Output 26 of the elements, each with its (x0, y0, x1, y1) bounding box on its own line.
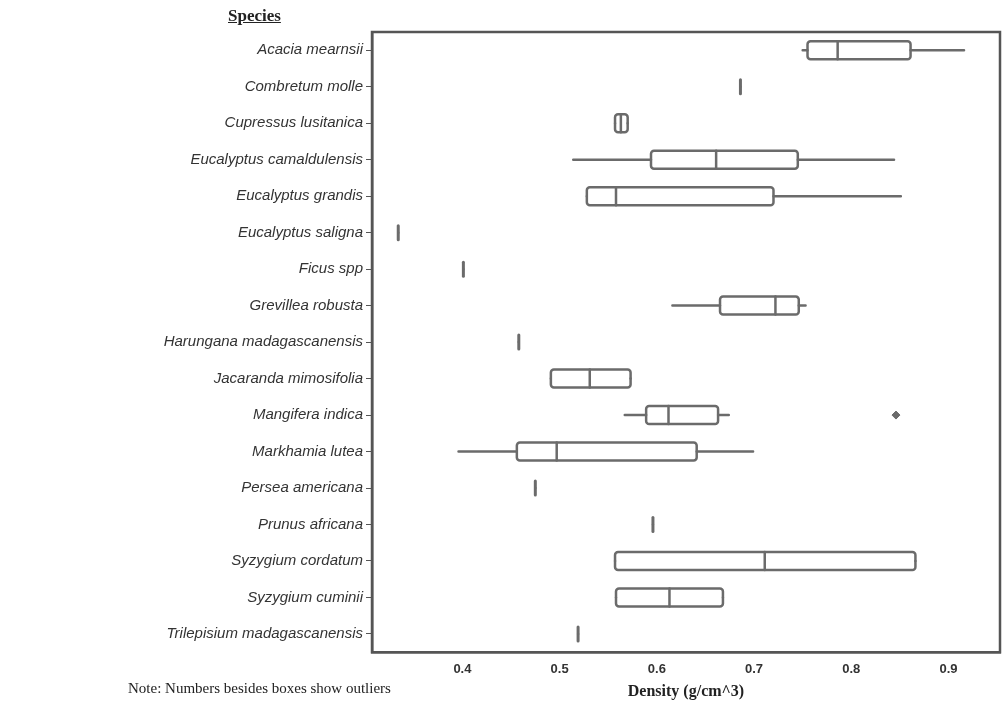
x-tick-label: 0.5 (550, 660, 569, 676)
y-tick-label: Prunus africana (257, 514, 363, 532)
y-tick-label: Eucalyptus grandis (236, 186, 364, 204)
text: Note: Numbers besides boxes show outliers (128, 680, 391, 697)
y-tick-label: Grevillea robusta (249, 295, 363, 313)
y-tick-label: Eucalyptus saligna (237, 222, 363, 240)
y-tick-label: Cupressus lusitanica (224, 113, 363, 131)
x-axis-title: Density (g/cm^3) (627, 681, 745, 700)
y-tick-label: Trilepisium madagascanensis (166, 624, 364, 642)
x-tick-label: 0.7 (745, 660, 764, 676)
y-tick-label: Mangifera indica (252, 405, 363, 423)
x-tick-label: 0.6 (647, 660, 666, 676)
x-tick-label: 0.9 (939, 660, 958, 676)
y-axis-title: Species (228, 6, 281, 26)
x-tick-label: 0.8 (842, 660, 861, 676)
y-tick-label: Eucalyptus camaldulensis (190, 149, 364, 167)
y-tick-label: Acacia mearnsii (256, 40, 364, 58)
y-tick-label: Combretum molle (244, 76, 363, 94)
y-tick-label: Harungana madagascanensis (163, 332, 364, 350)
y-tick-label: Jacaranda mimosifolia (212, 368, 363, 386)
y-tick-label: Syzygium cordatum (231, 551, 363, 569)
y-tick-label: Ficus spp (298, 259, 363, 277)
x-tick-label: 0.4 (453, 660, 473, 676)
y-tick-label: Persea americana (241, 478, 363, 496)
y-tick-label: Markhamia lutea (252, 441, 363, 459)
y-tick-label: Syzygium cuminii (247, 587, 364, 605)
